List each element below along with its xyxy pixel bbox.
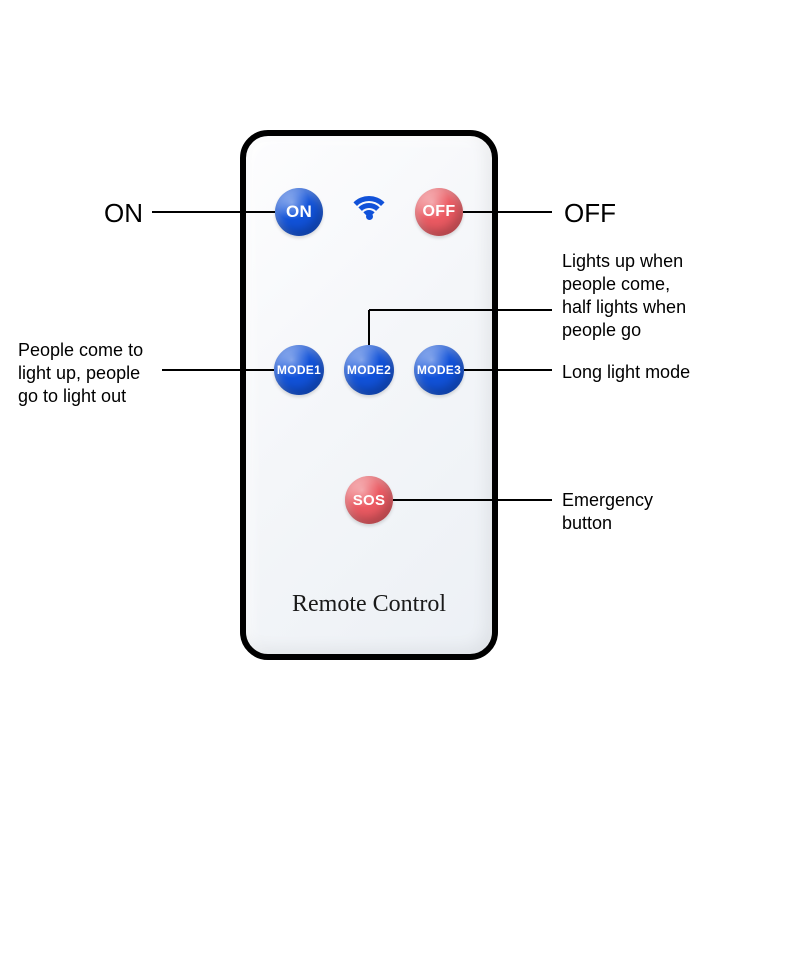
off-button[interactable]: OFF [415, 188, 463, 236]
mode2-button-label: MODE2 [347, 363, 391, 377]
callout-on: ON [104, 197, 143, 230]
connector-mode1 [162, 369, 274, 371]
on-button-label: ON [286, 202, 312, 222]
mode1-button[interactable]: MODE1 [274, 345, 324, 395]
off-button-label: OFF [423, 203, 456, 221]
sos-button[interactable]: SOS [345, 476, 393, 524]
connector-mode2 [368, 310, 370, 345]
mode1-button-label: MODE1 [277, 363, 321, 377]
callout-mode2: Lights up whenpeople come,half lights wh… [562, 250, 686, 342]
connector-mode2 [369, 309, 552, 311]
connector-sos [393, 499, 552, 501]
wifi-icon [344, 190, 394, 220]
mode2-button[interactable]: MODE2 [344, 345, 394, 395]
callout-sos: Emergencybutton [562, 489, 653, 535]
sos-button-label: SOS [353, 492, 386, 509]
callout-mode1: People come tolight up, peoplego to ligh… [18, 339, 143, 408]
remote-footer-label: Remote Control [246, 591, 492, 618]
diagram-canvas: Remote Control ON OFF MODE1 MODE2 MODE3 … [0, 0, 800, 976]
mode3-button-label: MODE3 [417, 363, 461, 377]
on-button[interactable]: ON [275, 188, 323, 236]
connector-mode3 [464, 369, 552, 371]
connector-on [152, 211, 275, 213]
callout-mode3: Long light mode [562, 361, 690, 384]
callout-off: OFF [564, 197, 616, 230]
connector-off [463, 211, 552, 213]
mode3-button[interactable]: MODE3 [414, 345, 464, 395]
